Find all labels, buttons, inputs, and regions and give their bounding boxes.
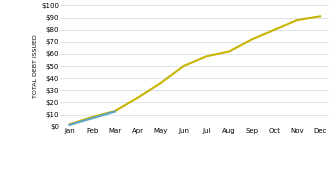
Y-axis label: TOTAL DEBT ISSUED: TOTAL DEBT ISSUED [33, 34, 38, 98]
Legend: 2025, 2024: 2025, 2024 [157, 180, 233, 181]
